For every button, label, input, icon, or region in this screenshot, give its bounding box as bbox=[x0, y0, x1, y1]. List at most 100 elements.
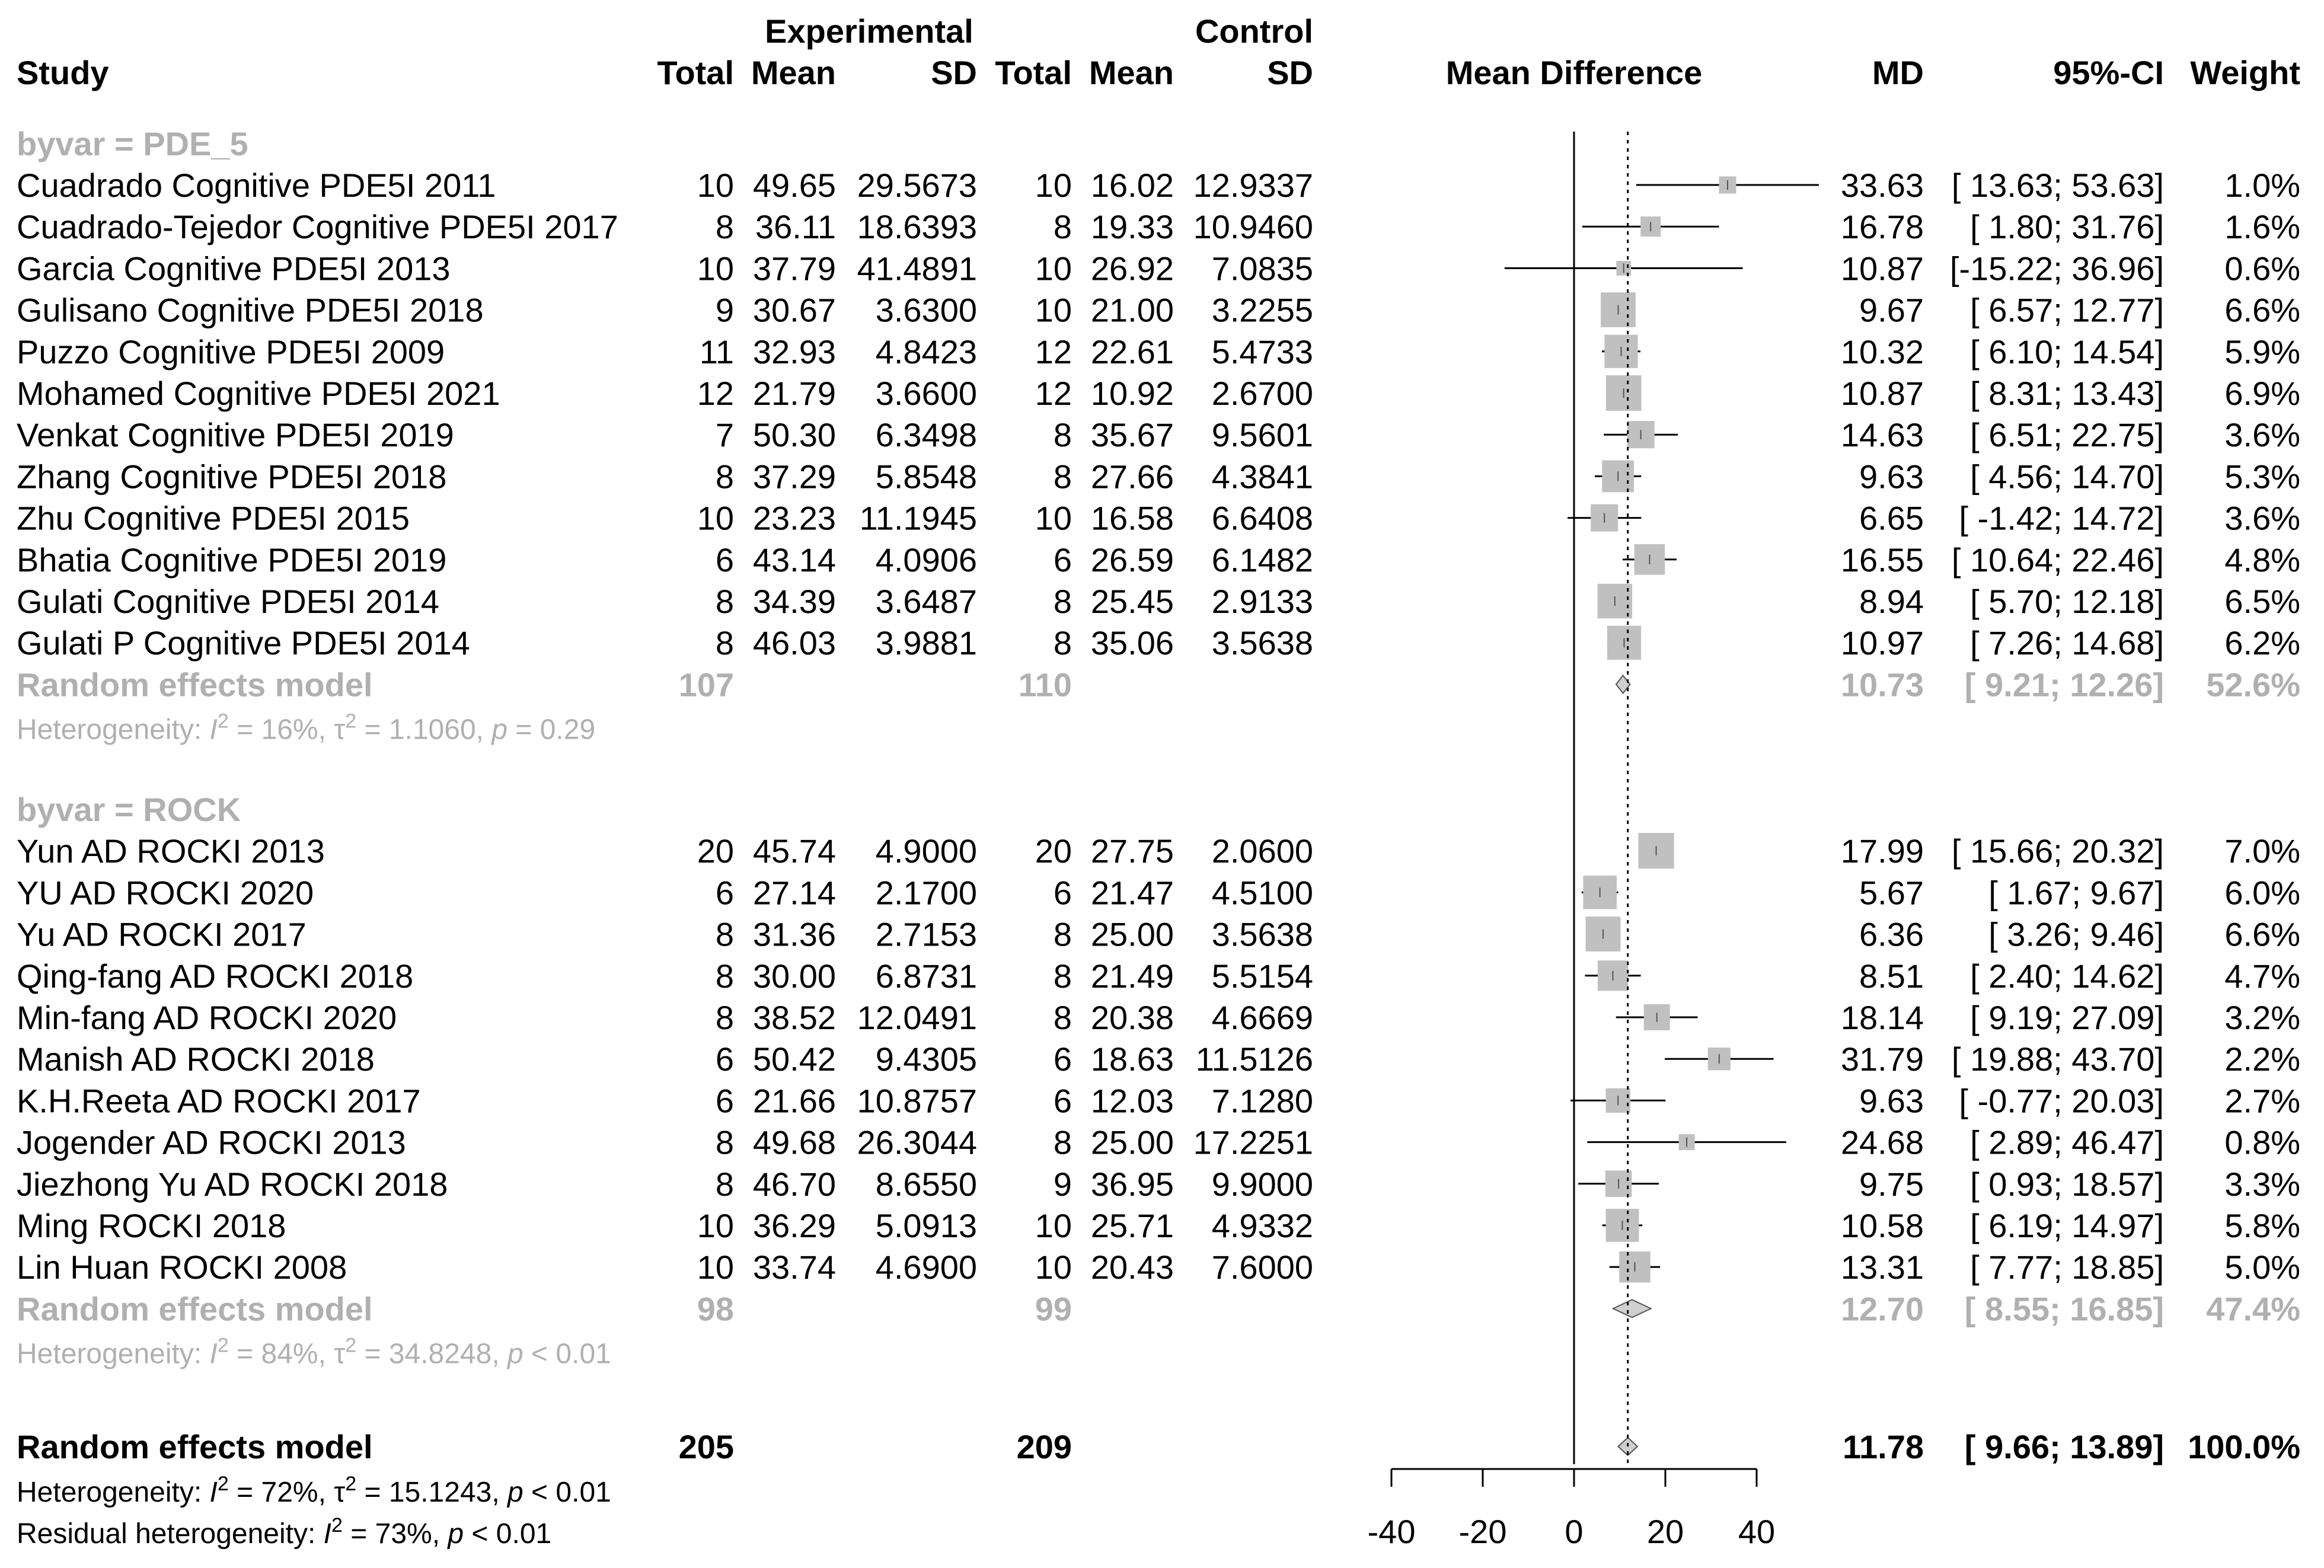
study-rows: byvar = PDE_5 Cuadrado Cognitive PDE5I 20… bbox=[17, 125, 2300, 1370]
exp-mean: 30.67 bbox=[753, 292, 836, 329]
exp-total: 6 bbox=[716, 874, 734, 911]
ctrl-total: 8 bbox=[1054, 957, 1072, 995]
overall-heterogeneity: Heterogeneity: I2 = 72%, τ2 = 15.1243, p… bbox=[17, 1473, 611, 1508]
ctrl-total: 9 bbox=[1054, 1165, 1072, 1203]
exp-mean: 43.14 bbox=[753, 541, 836, 579]
ctrl-sd: 5.4733 bbox=[1212, 333, 1313, 371]
het-part: I bbox=[210, 714, 218, 746]
het-part: = 34.8248, bbox=[356, 1339, 507, 1370]
weight-value: 0.8% bbox=[2224, 1124, 2300, 1161]
subgroup-pooled-label: Random effects model bbox=[17, 1290, 373, 1327]
overall-exp-total: 205 bbox=[679, 1428, 734, 1465]
subgroup-label: byvar = PDE_5 bbox=[17, 125, 248, 162]
exp-sd: 5.0913 bbox=[876, 1207, 977, 1244]
exp-total: 10 bbox=[697, 250, 734, 287]
study-name: K.H.Reeta AD ROCKI 2017 bbox=[17, 1082, 421, 1119]
ci-value: [ 2.40; 14.62] bbox=[1970, 957, 2164, 995]
exp-sd: 2.1700 bbox=[876, 874, 977, 911]
exp-sd: 18.6393 bbox=[857, 208, 977, 245]
exp-total: 7 bbox=[716, 416, 734, 454]
subgroup-pooled-label: Random effects model bbox=[17, 666, 373, 703]
exp-mean: 37.79 bbox=[753, 250, 836, 287]
weight-value: 6.6% bbox=[2224, 916, 2300, 953]
exp-sd: 10.8757 bbox=[857, 1082, 977, 1119]
subgroup-heterogeneity: Heterogeneity: I2 = 84%, τ2 = 34.8248, p… bbox=[17, 1334, 611, 1370]
md-value: 18.14 bbox=[1841, 999, 1924, 1036]
overall-het-pval: < 0.01 bbox=[523, 1477, 611, 1508]
exp-total: 10 bbox=[697, 500, 734, 537]
het-part: = 16%, τ bbox=[229, 714, 345, 746]
exp-total: 8 bbox=[716, 624, 734, 662]
overall-het-i: I bbox=[210, 1477, 218, 1508]
het-part: < 0.01 bbox=[523, 1339, 611, 1370]
forest-graphics: -40 -20 0 20 40 bbox=[1368, 132, 1819, 1550]
exp-sd: 12.0491 bbox=[857, 999, 977, 1036]
exp-mean: 38.52 bbox=[753, 999, 836, 1036]
ctrl-mean: 26.92 bbox=[1091, 250, 1174, 287]
header-md: MD bbox=[1872, 54, 1924, 91]
exp-total: 8 bbox=[716, 583, 734, 620]
exp-total: 10 bbox=[697, 1207, 734, 1244]
ci-value: [ 8.31; 13.43] bbox=[1970, 375, 2164, 412]
exp-total: 8 bbox=[716, 999, 734, 1036]
ctrl-sd: 10.9460 bbox=[1193, 208, 1313, 245]
weight-value: 5.0% bbox=[2224, 1248, 2300, 1286]
ctrl-mean: 27.66 bbox=[1091, 458, 1174, 495]
exp-mean: 46.03 bbox=[753, 624, 836, 662]
exp-mean: 21.79 bbox=[753, 375, 836, 412]
subgroup-diamond bbox=[1611, 1299, 1653, 1318]
x-tick-label: 20 bbox=[1647, 1513, 1684, 1550]
weight-value: 3.6% bbox=[2224, 416, 2300, 454]
ctrl-mean: 35.67 bbox=[1091, 416, 1174, 454]
ctrl-mean: 26.59 bbox=[1091, 541, 1174, 579]
ctrl-total: 20 bbox=[1035, 832, 1072, 870]
ctrl-sd: 2.0600 bbox=[1212, 832, 1313, 870]
residual-heterogeneity: Residual heterogeneity: I2 = 73%, p < 0.… bbox=[17, 1514, 551, 1550]
ctrl-sd: 3.5638 bbox=[1212, 624, 1313, 662]
ctrl-total: 10 bbox=[1035, 250, 1072, 287]
header-ctrl-total: Total bbox=[995, 54, 1072, 91]
ctrl-mean: 22.61 bbox=[1091, 333, 1174, 371]
subgroup-label: byvar = ROCK bbox=[17, 791, 241, 828]
ci-value: [ 6.51; 22.75] bbox=[1970, 416, 2164, 454]
exp-total: 20 bbox=[697, 832, 734, 870]
x-tick-label: -20 bbox=[1459, 1513, 1507, 1550]
overall-het-rest: = 72%, τ bbox=[229, 1477, 345, 1508]
ctrl-mean: 20.38 bbox=[1091, 999, 1174, 1036]
exp-total: 12 bbox=[697, 375, 734, 412]
exp-sd: 2.7153 bbox=[876, 916, 977, 953]
overall-het-tau-sup: 2 bbox=[345, 1473, 356, 1495]
study-name: Cuadrado Cognitive PDE5I 2011 bbox=[17, 167, 496, 204]
overall-ctrl-total: 209 bbox=[1017, 1428, 1072, 1465]
study-name: Zhang Cognitive PDE5I 2018 bbox=[17, 458, 446, 495]
ci-value: [ 6.19; 14.97] bbox=[1970, 1207, 2164, 1244]
ctrl-mean: 12.03 bbox=[1091, 1082, 1174, 1119]
ci-value: [ 15.66; 20.32] bbox=[1952, 832, 2164, 870]
ctrl-sd: 4.3841 bbox=[1212, 458, 1313, 495]
overall-weight: 100.0% bbox=[2188, 1428, 2300, 1465]
ctrl-total: 6 bbox=[1054, 1082, 1072, 1119]
ctrl-sd: 2.9133 bbox=[1212, 583, 1313, 620]
header-exp-mean: Mean bbox=[751, 54, 836, 91]
header-ctrl-mean: Mean bbox=[1089, 54, 1174, 91]
weight-value: 2.2% bbox=[2224, 1040, 2300, 1078]
md-value: 9.63 bbox=[1859, 458, 1924, 495]
ci-value: [ 4.56; 14.70] bbox=[1970, 458, 2164, 495]
exp-total: 9 bbox=[716, 292, 734, 329]
x-tick-label: -40 bbox=[1368, 1513, 1416, 1550]
study-name: Yu AD ROCKI 2017 bbox=[17, 916, 307, 953]
header-mean-difference: Mean Difference bbox=[1446, 54, 1703, 91]
exp-mean: 49.68 bbox=[753, 1124, 836, 1161]
ctrl-total: 8 bbox=[1054, 458, 1072, 495]
ctrl-mean: 16.58 bbox=[1091, 500, 1174, 537]
residual-i-sup: 2 bbox=[331, 1514, 343, 1537]
md-value: 24.68 bbox=[1841, 1124, 1924, 1161]
weight-value: 5.9% bbox=[2224, 333, 2300, 371]
md-value: 13.31 bbox=[1841, 1248, 1924, 1286]
exp-sd: 4.9000 bbox=[876, 832, 977, 870]
study-name: Ming ROCKI 2018 bbox=[17, 1207, 286, 1244]
ci-value: [ 10.64; 22.46] bbox=[1952, 541, 2164, 579]
md-value: 14.63 bbox=[1841, 416, 1924, 454]
exp-total: 6 bbox=[716, 1082, 734, 1119]
